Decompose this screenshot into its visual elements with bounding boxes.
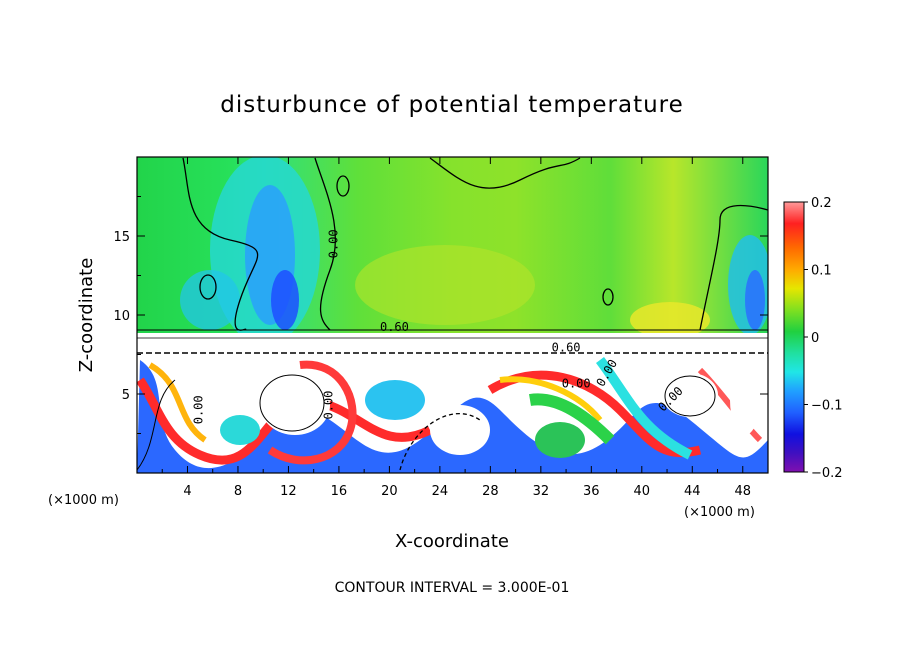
y-axis-ticks: 5 10 15 xyxy=(113,196,768,434)
colorbar-tick-label: 0.2 xyxy=(811,196,832,211)
contour-label: 0.00 xyxy=(327,229,341,258)
heatmap-field xyxy=(137,157,768,473)
colorbar-tick-label: 0 xyxy=(811,331,819,346)
x-tick-label: 36 xyxy=(583,484,600,499)
x-tick-label: 40 xyxy=(634,484,651,499)
chart-title: disturbunce of potential temperature xyxy=(220,92,684,118)
x-tick-label: 32 xyxy=(533,484,550,499)
x-unit-right-label: (×1000 m) xyxy=(684,505,755,520)
x-tick-label: 44 xyxy=(684,484,701,499)
contour-label: 0.00 xyxy=(322,391,336,420)
y-axis-label: Z-coordinate xyxy=(76,258,97,373)
x-tick-label: 28 xyxy=(482,484,499,499)
contour-label: 0.00 xyxy=(192,395,206,424)
x-tick-label: 48 xyxy=(734,484,751,499)
contour-label: 0.00 xyxy=(562,377,591,391)
x-tick-label: 12 xyxy=(280,484,297,499)
colorbar xyxy=(783,201,805,473)
x-tick-label: 4 xyxy=(183,484,191,499)
colorbar-tick-label: −0.2 xyxy=(811,466,843,481)
x-tick-label: 8 xyxy=(234,484,242,499)
contour-label: 0.60 xyxy=(380,320,409,334)
y-tick-label: 15 xyxy=(113,230,130,245)
colorbar-tick-label: 0.1 xyxy=(811,264,832,279)
x-unit-left-label: (×1000 m) xyxy=(48,493,119,508)
y-tick-label: 5 xyxy=(122,388,130,403)
x-tick-label: 20 xyxy=(381,484,398,499)
x-axis-label: X-coordinate xyxy=(395,531,509,552)
contour-label: 0.60 xyxy=(552,340,581,354)
x-tick-label: 16 xyxy=(331,484,348,499)
colorbar-tick-label: −0.1 xyxy=(811,399,843,414)
x-axis-ticks: 4 8 12 16 20 24 28 32 36 40 44 48 xyxy=(161,157,751,499)
contour-interval-text: CONTOUR INTERVAL = 3.000E-01 xyxy=(335,580,570,596)
x-tick-label: 24 xyxy=(432,484,449,499)
y-tick-label: 10 xyxy=(113,309,130,324)
colorbar-ticks: 0.2 0.1 0 −0.1 −0.2 xyxy=(804,196,843,481)
